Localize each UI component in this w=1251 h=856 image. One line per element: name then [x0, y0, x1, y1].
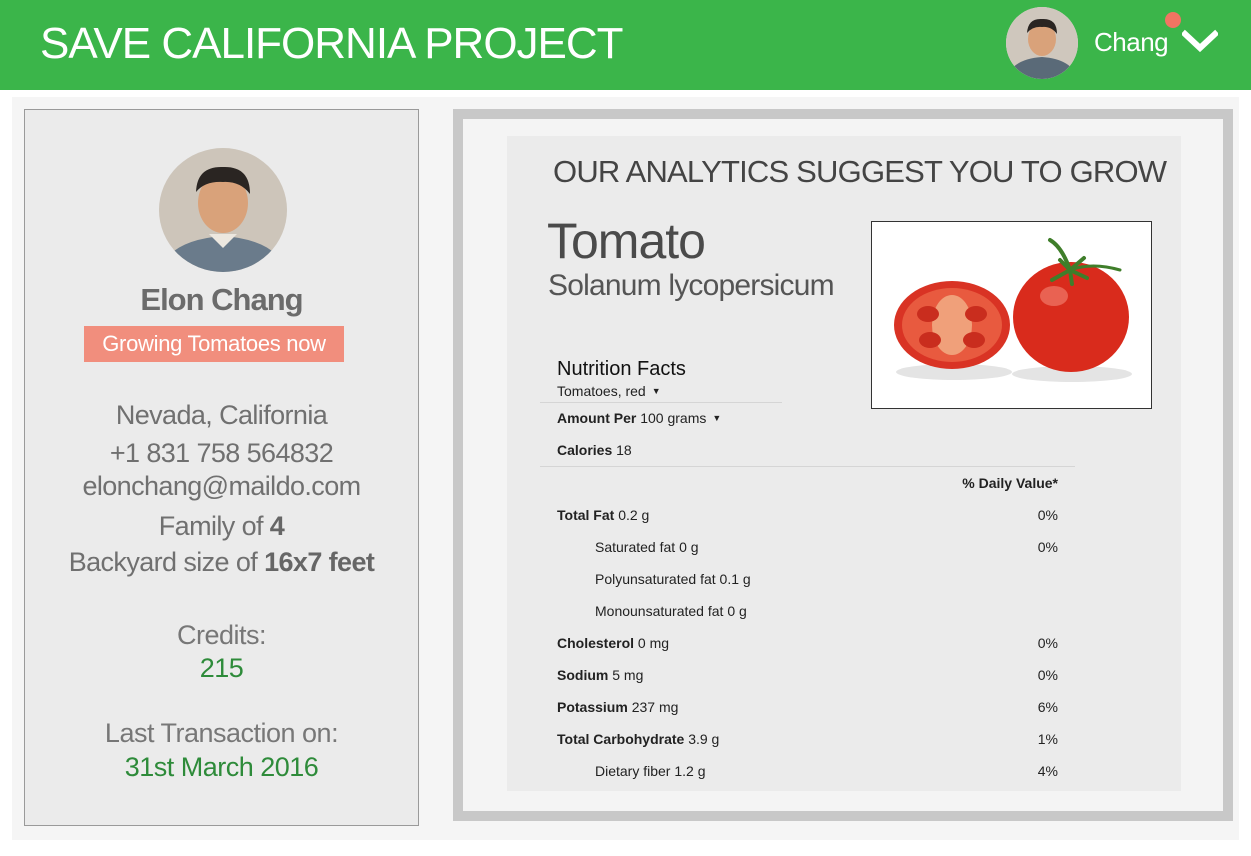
crop-name: Tomato: [547, 213, 706, 269]
calories-label: Calories: [557, 442, 613, 458]
family-size-label: Family of: [158, 511, 264, 541]
chevron-down-icon[interactable]: [1180, 29, 1220, 53]
nutrient-row: Total Fat 0.2 g: [557, 506, 649, 524]
nutrient-label: Dietary fiber: [595, 763, 671, 779]
amount-per-select[interactable]: Amount Per 100 grams ▼: [557, 409, 721, 427]
profile-card: Elon Chang Growing Tomatoes now Nevada, …: [24, 109, 419, 826]
daily-value-header: % Daily Value*: [962, 475, 1058, 491]
nutrient-row: Cholesterol 0 mg: [557, 634, 669, 652]
nutrient-label: Monounsaturated fat: [595, 603, 724, 619]
tomato-image: [871, 221, 1152, 409]
nutrient-amount: 0.2 g: [618, 507, 650, 523]
nutrient-percent: 0%: [1037, 539, 1058, 555]
status-badge: Growing Tomatoes now: [84, 326, 344, 362]
nutrient-percent: 0%: [1037, 635, 1058, 651]
nutrient-amount: 3.9 g: [688, 731, 720, 747]
nutrient-row: Polyunsaturated fat 0.1 g: [595, 570, 751, 588]
backyard-size-value: 16x7 feet: [264, 547, 375, 577]
nutrient-label: Saturated fat: [595, 539, 676, 555]
email-text: elonchang@maildo.com: [82, 471, 361, 501]
nutrient-percent: 4%: [1037, 763, 1058, 779]
amount-per-value: 100 grams: [640, 410, 707, 426]
person-avatar-icon: [1006, 7, 1078, 79]
backyard-size-label: Backyard size of: [68, 547, 258, 577]
nutrient-row: Saturated fat 0 g: [595, 538, 699, 556]
divider: [540, 402, 782, 403]
top-bar: SAVE CALIFORNIA PROJECT Chang: [0, 0, 1251, 90]
nutrient-label: Sodium: [557, 667, 609, 683]
nutrient-percent: 1%: [1037, 731, 1058, 747]
nutrient-amount: 0 g: [727, 603, 747, 619]
last-transaction-date: 31st March 2016: [124, 752, 319, 782]
last-transaction-label: Last Transaction on:: [104, 718, 339, 748]
calories-row: Calories 18: [557, 441, 632, 459]
nutrient-amount: 0 mg: [637, 635, 670, 651]
nutrient-label: Potassium: [557, 699, 628, 715]
profile-avatar: [159, 148, 287, 272]
amount-per-label: Amount Per: [557, 410, 637, 426]
credits-value: 215: [199, 653, 244, 683]
user-name[interactable]: Chang: [1094, 27, 1169, 57]
nutrient-row: Total Carbohydrate 3.9 g: [557, 730, 719, 748]
person-avatar-icon: [159, 148, 287, 272]
nutrient-label: Polyunsaturated fat: [595, 571, 716, 587]
credits-label: Credits:: [176, 620, 267, 650]
caret-down-icon: ▼: [651, 386, 661, 396]
nutrient-percent: 0%: [1037, 667, 1058, 683]
backyard-size-text: Backyard size of 16x7 feet: [25, 545, 418, 579]
family-size-value: 4: [269, 511, 285, 541]
caret-down-icon: ▼: [712, 413, 722, 423]
variety-select[interactable]: Tomatoes, red ▼: [557, 382, 661, 400]
profile-name: Elon Chang: [140, 282, 303, 317]
nutrient-amount: 0.1 g: [719, 571, 751, 587]
divider: [540, 466, 1075, 467]
nutrient-amount: 237 mg: [631, 699, 679, 715]
crop-scientific-name: Solanum lycopersicum: [548, 269, 835, 302]
nutrient-amount: 0 g: [679, 539, 699, 555]
nutrient-label: Total Fat: [557, 507, 615, 523]
nutrient-row: Sodium 5 mg: [557, 666, 643, 684]
nutrient-label: Cholesterol: [557, 635, 635, 651]
nutrient-row: Monounsaturated fat 0 g: [595, 602, 747, 620]
nutrition-facts-title: Nutrition Facts: [557, 358, 686, 380]
family-size-text: Family of 4: [25, 509, 418, 543]
suggestion-heading: OUR ANALYTICS SUGGEST YOU TO GROW: [553, 154, 1167, 189]
nutrient-percent: 0%: [1037, 507, 1058, 523]
calories-value: 18: [616, 442, 632, 458]
nutrient-amount: 1.2 g: [674, 763, 706, 779]
phone-text: +1 831 758 564832: [109, 438, 334, 468]
notification-dot[interactable]: [1165, 12, 1181, 28]
user-avatar[interactable]: [1006, 7, 1078, 79]
nutrient-row: Dietary fiber 1.2 g: [595, 762, 706, 780]
variety-value: Tomatoes, red: [557, 383, 646, 399]
nutrient-label: Total Carbohydrate: [557, 731, 685, 747]
nutrient-row: Potassium 237 mg: [557, 698, 678, 716]
app-title: SAVE CALIFORNIA PROJECT: [40, 19, 624, 68]
nutrient-amount: 5 mg: [612, 667, 644, 683]
location-text: Nevada, California: [115, 400, 328, 430]
nutrient-percent: 6%: [1037, 699, 1058, 715]
